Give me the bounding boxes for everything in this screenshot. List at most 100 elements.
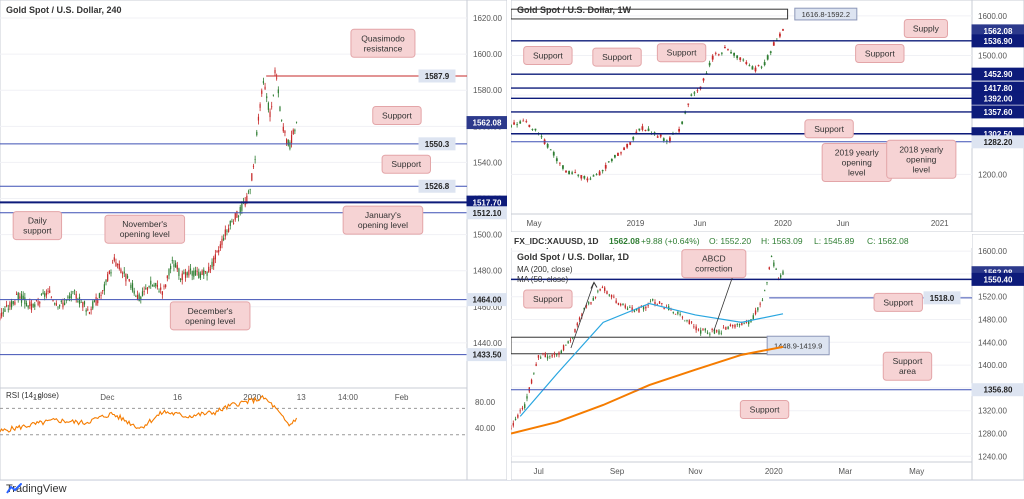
level-price-tag: 1452.90 bbox=[984, 70, 1013, 79]
callout-box bbox=[523, 45, 573, 65]
candle-body bbox=[695, 326, 697, 331]
candle-body bbox=[168, 269, 170, 276]
level-price-tag: 1392.00 bbox=[984, 94, 1013, 103]
candle-body bbox=[70, 293, 72, 299]
candle-body bbox=[565, 344, 567, 346]
candle-body bbox=[577, 174, 580, 176]
candle-body bbox=[514, 418, 517, 420]
candle-body bbox=[626, 308, 629, 310]
candle-body bbox=[652, 299, 654, 301]
candle-body bbox=[15, 293, 18, 295]
candle-body bbox=[601, 170, 604, 172]
candle-body bbox=[49, 290, 51, 293]
chart-weekly-svg[interactable]: 1200.001300.001400.001500.001600.00May20… bbox=[511, 0, 1024, 232]
chart-daily-svg[interactable]: 1240.001280.001320.001360.001400.001440.… bbox=[511, 234, 1024, 480]
candle-body bbox=[631, 307, 633, 311]
candle-body bbox=[748, 321, 750, 325]
candle-body bbox=[47, 290, 49, 292]
candle-body bbox=[92, 301, 94, 309]
candle-body bbox=[558, 352, 560, 355]
candle-body bbox=[226, 230, 228, 232]
candle-body bbox=[583, 175, 586, 179]
candle-body bbox=[184, 271, 187, 278]
candle-body bbox=[186, 272, 188, 276]
candle-body bbox=[170, 265, 172, 270]
candle-body bbox=[638, 128, 641, 131]
candle-body bbox=[150, 280, 152, 285]
candle-body bbox=[135, 296, 137, 297]
candle-body bbox=[724, 46, 726, 49]
candle-body bbox=[62, 302, 64, 308]
candle-body bbox=[717, 54, 720, 56]
chart-4h-svg[interactable]: 1440.001460.001480.001500.001520.001540.… bbox=[0, 0, 507, 480]
candle-body bbox=[176, 265, 178, 270]
candle-body bbox=[234, 213, 236, 220]
level-label-bg bbox=[418, 179, 456, 193]
candle-body bbox=[620, 303, 622, 306]
candle-body bbox=[241, 203, 243, 211]
candle-body bbox=[17, 292, 19, 300]
candle-body bbox=[224, 229, 226, 237]
ma-legend: MA (200, close) bbox=[517, 265, 573, 274]
candle-body bbox=[535, 364, 537, 366]
candle-body bbox=[754, 310, 757, 315]
candle-body bbox=[708, 62, 711, 66]
candle-body bbox=[725, 327, 727, 330]
x-tick-label: 18 bbox=[33, 393, 42, 402]
brand[interactable]: TradingView bbox=[6, 483, 67, 495]
candle-body bbox=[716, 330, 718, 332]
candle-body bbox=[6, 304, 8, 307]
candle-body bbox=[588, 302, 590, 304]
candle-body bbox=[68, 296, 71, 299]
callout: Support bbox=[533, 294, 563, 304]
candle-body bbox=[257, 116, 260, 121]
candle-body bbox=[624, 305, 626, 308]
candle-body bbox=[113, 257, 115, 261]
candle-body bbox=[713, 329, 716, 334]
candle-body bbox=[276, 77, 278, 79]
candle-body bbox=[526, 396, 528, 399]
level-price-tag: 1517.70 bbox=[473, 199, 502, 208]
callout: January's opening level bbox=[358, 210, 408, 230]
candle-body bbox=[766, 282, 768, 284]
candle-body bbox=[145, 288, 147, 289]
candle-body bbox=[576, 323, 578, 326]
candle-body bbox=[633, 310, 636, 312]
candle-body bbox=[720, 52, 723, 54]
candle-body bbox=[155, 282, 157, 286]
candle-body bbox=[161, 291, 163, 295]
candle-body bbox=[704, 328, 706, 331]
candle-body bbox=[766, 55, 769, 60]
candle-body bbox=[534, 128, 537, 131]
candle-body bbox=[90, 308, 92, 311]
candle-body bbox=[709, 333, 711, 335]
y-tick-label: 1480.00 bbox=[978, 316, 1007, 325]
level-price-tag: 1512.10 bbox=[473, 209, 502, 218]
callout: Support bbox=[382, 110, 412, 120]
chart-weekly[interactable]: 1200.001300.001400.001500.001600.00May20… bbox=[511, 0, 1024, 232]
candle-body bbox=[27, 305, 29, 308]
level-price-tag-bg bbox=[971, 383, 1024, 397]
level-price-tag-bg bbox=[466, 348, 507, 362]
candle-body bbox=[232, 222, 235, 224]
candle-body bbox=[223, 237, 225, 241]
candle-body bbox=[274, 69, 276, 74]
candle-body bbox=[745, 322, 748, 324]
candle-body bbox=[219, 244, 221, 249]
candle-body bbox=[580, 175, 583, 179]
candle-body bbox=[105, 279, 107, 283]
chart-daily[interactable]: 1240.001280.001320.001360.001400.001440.… bbox=[511, 234, 1024, 480]
level-label-bg bbox=[923, 291, 961, 305]
chart-4h[interactable]: 1440.001460.001480.001500.001520.001540.… bbox=[0, 0, 507, 480]
candle-body bbox=[73, 290, 76, 292]
candle-body bbox=[521, 407, 524, 409]
candle-body bbox=[272, 94, 274, 96]
candle-body bbox=[236, 210, 238, 218]
candle-body bbox=[87, 309, 89, 311]
footer-bar: TradingView bbox=[0, 480, 1024, 499]
candle-body bbox=[148, 286, 150, 288]
candle-body bbox=[739, 57, 742, 60]
level-label: 1550.3 bbox=[425, 140, 450, 149]
candle-body bbox=[173, 264, 175, 267]
candle-body bbox=[254, 159, 256, 160]
